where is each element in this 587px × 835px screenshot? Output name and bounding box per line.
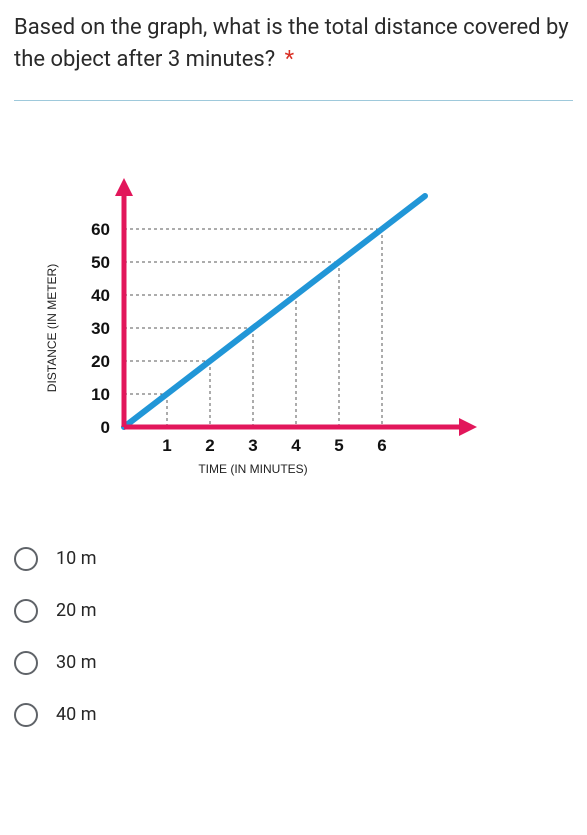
- radio-icon: [14, 703, 38, 727]
- distance-time-graph: 0 10 20 30 40 50 60 1 2 3 4 5 6 TIME (IN MINUTES) DIST…: [14, 107, 494, 497]
- option-label: 10 m: [56, 548, 96, 569]
- graph-container: 0 10 20 30 40 50 60 1 2 3 4 5 6 TIME (IN MINUTES) DIST…: [14, 100, 573, 497]
- option-label: 20 m: [56, 600, 96, 621]
- svg-text:DISTANCE (IN METER): DISTANCE (IN METER): [45, 264, 59, 392]
- required-asterisk: *: [285, 47, 294, 72]
- radio-icon: [14, 547, 38, 571]
- svg-text:5: 5: [334, 436, 343, 455]
- radio-icon: [14, 599, 38, 623]
- svg-text:4: 4: [291, 436, 301, 455]
- svg-text:2: 2: [205, 436, 214, 455]
- svg-text:3: 3: [248, 436, 257, 455]
- option-30m[interactable]: 30 m: [14, 637, 573, 689]
- option-10m[interactable]: 10 m: [14, 533, 573, 585]
- svg-text:TIME (IN MINUTES): TIME (IN MINUTES): [198, 462, 307, 476]
- svg-text:20: 20: [91, 352, 110, 371]
- svg-text:30: 30: [91, 319, 110, 338]
- option-40m[interactable]: 40 m: [14, 689, 573, 741]
- question-text: Based on the graph, what is the total di…: [14, 12, 573, 76]
- svg-text:40: 40: [91, 286, 110, 305]
- svg-text:50: 50: [91, 253, 110, 272]
- svg-text:10: 10: [91, 385, 110, 404]
- option-label: 40 m: [56, 704, 96, 725]
- option-20m[interactable]: 20 m: [14, 585, 573, 637]
- svg-text:0: 0: [101, 418, 110, 437]
- svg-text:60: 60: [91, 220, 110, 239]
- svg-text:6: 6: [377, 436, 386, 455]
- svg-text:1: 1: [162, 436, 171, 455]
- options-group: 10 m 20 m 30 m 40 m: [14, 533, 573, 741]
- option-label: 30 m: [56, 652, 96, 673]
- radio-icon: [14, 651, 38, 675]
